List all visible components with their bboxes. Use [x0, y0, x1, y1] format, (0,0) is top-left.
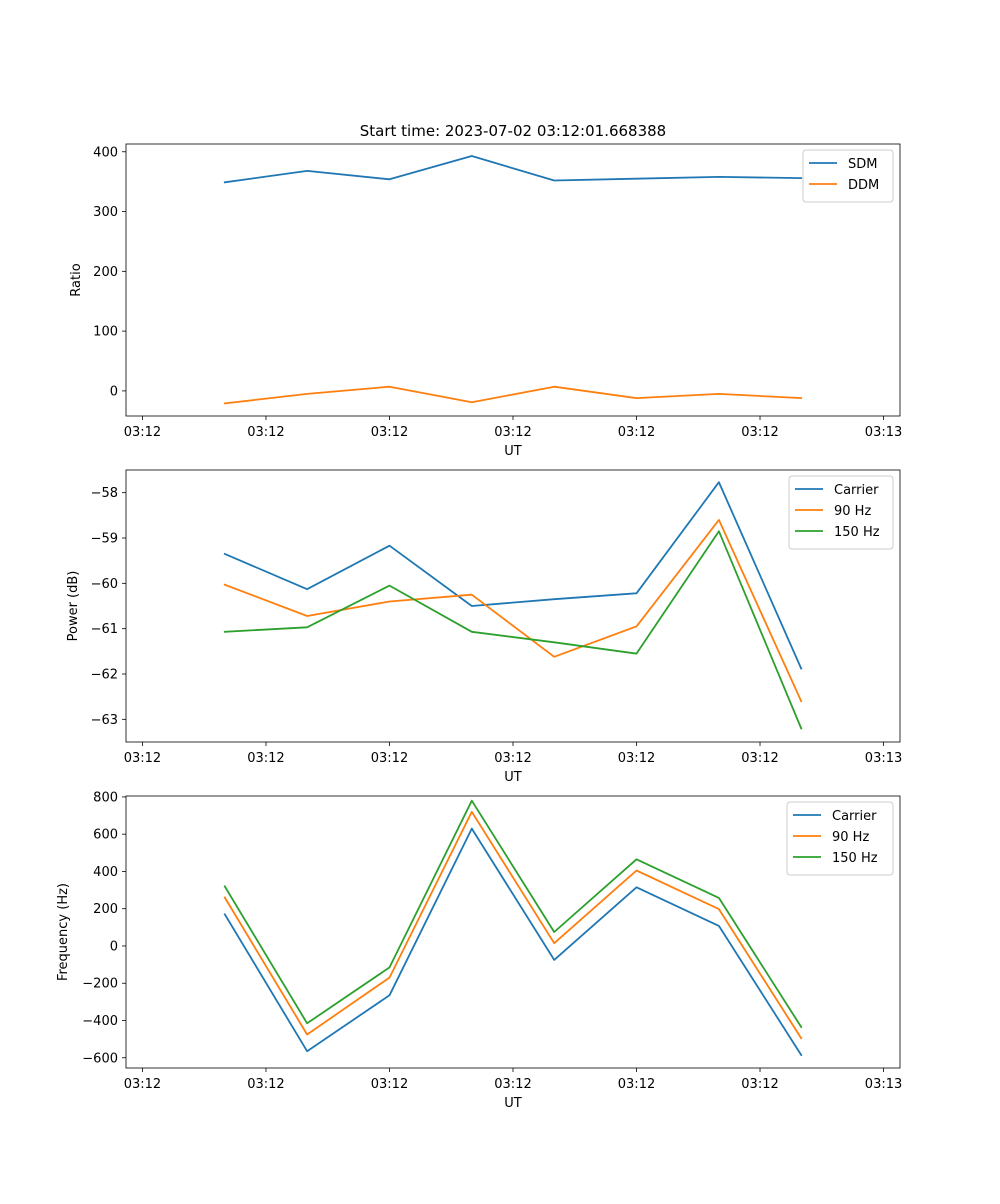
x-tick-label: 03:12	[494, 1077, 531, 1092]
legend: Carrier 90 Hz 150 Hz	[788, 475, 894, 550]
y-tick-label: −200	[82, 977, 118, 992]
y-axis-label: Ratio	[69, 263, 84, 296]
series-line-90-hz	[223, 519, 803, 703]
y-tick-label: −600	[82, 1051, 118, 1066]
legend-label: Carrier	[834, 483, 879, 498]
series-line-carrier	[223, 481, 803, 670]
panels: 03:12 03:12 03:12 03:12 03:12 03:12 03:13 0 100 2…	[56, 143, 902, 1111]
x-tick-label: 03:13	[865, 751, 902, 766]
y-tick-label: −59	[91, 532, 118, 547]
chart-panel-3: 03:12 03:12 03:12 03:12 03:12 03:12 03:13 800 60…	[56, 790, 902, 1111]
x-tick-label: 03:13	[865, 1077, 902, 1092]
y-tick-label: 600	[93, 828, 118, 843]
y-tick-label: 200	[93, 265, 118, 280]
y-tick-label: −61	[91, 622, 118, 637]
legend: SDM DDM	[802, 149, 894, 203]
x-tick-label: 03:12	[494, 751, 531, 766]
y-tick-label: 800	[93, 790, 118, 805]
x-axis-label: UT	[504, 1096, 522, 1111]
axes-frame	[125, 795, 901, 1069]
series-line-ddm	[223, 385, 803, 405]
y-tick-label: 0	[110, 384, 118, 399]
y-tick-label: 400	[93, 865, 118, 880]
x-tick-label: 03:12	[494, 425, 531, 440]
legend-label: DDM	[848, 178, 879, 193]
x-tick-label: 03:13	[865, 425, 902, 440]
x-tick-label: 03:12	[618, 1077, 655, 1092]
y-tick-label: −58	[91, 486, 118, 501]
x-tick-label: 03:12	[618, 425, 655, 440]
y-axis-label: Frequency (Hz)	[56, 883, 71, 981]
chart-panel-1: 03:12 03:12 03:12 03:12 03:12 03:12 03:13 0 100 2…	[69, 143, 902, 459]
y-tick-label: 200	[93, 902, 118, 917]
series-line-sdm	[223, 155, 803, 184]
y-tick-label: 400	[93, 145, 118, 160]
legend-label: 90 Hz	[834, 504, 871, 519]
x-tick-label: 03:12	[124, 1077, 161, 1092]
x-tick-label: 03:12	[247, 425, 284, 440]
series-line-carrier	[223, 827, 803, 1057]
y-tick-label: −60	[91, 577, 118, 592]
figure-title: Start time: 2023-07-02 03:12:01.668388	[360, 122, 666, 140]
y-axis-label: Power (dB)	[66, 571, 81, 642]
legend-label: 150 Hz	[832, 851, 878, 866]
x-tick-label: 03:12	[371, 751, 408, 766]
x-tick-label: 03:12	[371, 425, 408, 440]
x-tick-label: 03:12	[124, 751, 161, 766]
series-line-150-hz	[223, 530, 803, 730]
y-tick-label: 100	[93, 325, 118, 340]
x-tick-label: 03:12	[618, 751, 655, 766]
x-tick-label: 03:12	[741, 751, 778, 766]
x-tick-label: 03:12	[371, 1077, 408, 1092]
y-tick-label: 300	[93, 205, 118, 220]
x-axis-label: UT	[504, 770, 522, 785]
legend-label: 150 Hz	[834, 525, 880, 540]
x-tick-label: 03:12	[741, 1077, 778, 1092]
legend-label: Carrier	[832, 809, 877, 824]
chart-panel-2: 03:12 03:12 03:12 03:12 03:12 03:12 03:13 −58 −5…	[66, 469, 902, 785]
axes-frame	[125, 469, 901, 743]
series-line-150-hz	[223, 799, 803, 1029]
y-tick-label: 0	[110, 939, 118, 954]
x-tick-label: 03:12	[247, 1077, 284, 1092]
y-tick-label: −63	[91, 713, 118, 728]
x-tick-label: 03:12	[741, 425, 778, 440]
x-tick-label: 03:12	[247, 751, 284, 766]
x-axis-label: UT	[504, 444, 522, 459]
series-line-90-hz	[223, 810, 803, 1040]
y-tick-label: −400	[82, 1014, 118, 1029]
legend: Carrier 90 Hz 150 Hz	[786, 801, 894, 876]
axes-frame	[125, 143, 901, 417]
legend-label: 90 Hz	[832, 830, 869, 845]
y-tick-label: −62	[91, 668, 118, 683]
x-tick-label: 03:12	[124, 425, 161, 440]
legend-label: SDM	[848, 157, 877, 172]
